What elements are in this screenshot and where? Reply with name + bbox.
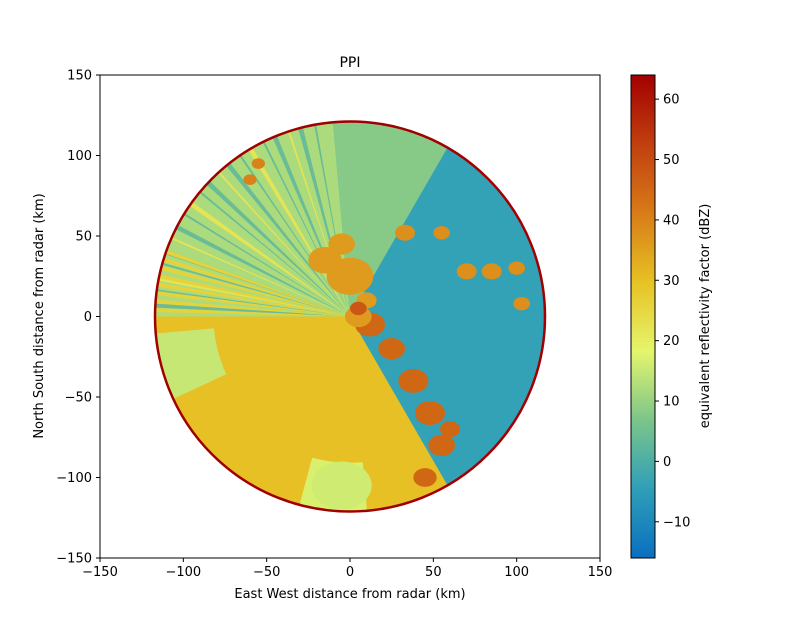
radial-streak <box>183 213 342 312</box>
isolated-cell <box>243 174 257 185</box>
y-tick-label: 50 <box>75 230 92 245</box>
colorbar-ticks: −10 0 10 20 30 40 50 60 <box>655 93 690 530</box>
isolated-cell <box>481 263 502 280</box>
convective-cell <box>428 434 455 456</box>
x-tick-label: 100 <box>504 565 529 580</box>
convective-cell <box>415 401 445 426</box>
radial-streak <box>189 201 343 311</box>
near-radar-echo <box>328 233 355 255</box>
near-radar-echo <box>308 246 342 274</box>
radial-streak <box>155 307 350 317</box>
colorbar-tick-label: 60 <box>663 93 680 108</box>
colorbar-tick-label: 40 <box>663 213 680 228</box>
isolated-cell <box>251 158 265 169</box>
y-axis-ticks: −150 −100 −50 0 50 100 150 <box>56 69 100 567</box>
radial-streak <box>226 162 344 309</box>
radial-streak <box>156 289 341 316</box>
isolated-cell <box>508 261 525 275</box>
isolated-cell <box>513 296 531 311</box>
x-tick-label: −50 <box>253 565 280 580</box>
convective-cell <box>398 368 429 393</box>
isolated-cell <box>395 224 415 241</box>
radial-streak <box>158 274 350 317</box>
radial-streak <box>162 257 350 317</box>
radar-sweep <box>155 121 545 512</box>
x-tick-label: −100 <box>165 565 201 580</box>
y-tick-label: 0 <box>84 310 92 325</box>
radial-streak <box>206 181 343 310</box>
radial-streak <box>171 237 342 313</box>
y-tick-label: 100 <box>67 149 92 164</box>
colorbar-tick-label: −10 <box>663 515 690 530</box>
x-tick-label: −150 <box>82 565 118 580</box>
colorbar-tick-label: 20 <box>663 334 680 349</box>
y-axis-label: North South distance from radar (km) <box>32 193 47 438</box>
radial-streak <box>160 266 350 317</box>
x-tick-label: 50 <box>425 565 442 580</box>
colorbar-label: equivalent reflectivity factor (dBZ) <box>698 204 713 429</box>
radial-streak <box>165 249 350 317</box>
isolated-cell <box>433 226 450 240</box>
radial-streak <box>155 299 350 317</box>
isolated-cell <box>456 263 477 280</box>
colorbar-tick-label: 50 <box>663 153 680 168</box>
colorbar: −10 0 10 20 30 40 50 60 equivalent reflectivity… <box>630 74 713 559</box>
max-range-ring <box>153 120 547 513</box>
chart-title: PPI <box>339 55 360 71</box>
convective-cell <box>440 421 460 438</box>
radial-streak <box>156 291 350 317</box>
radial-streak <box>199 191 343 311</box>
plot-area: −150 −100 −50 0 50 100 150 −150 −100 −50 0 50 100 15… <box>56 69 612 581</box>
x-axis-ticks: −150 −100 −50 0 50 100 150 <box>82 558 612 580</box>
radial-streak <box>162 262 341 314</box>
x-tick-label: 0 <box>346 565 354 580</box>
clutter-echo <box>350 301 367 316</box>
radial-streak <box>157 282 350 317</box>
southeast-clear-air <box>350 316 545 486</box>
convective-cell <box>413 468 437 487</box>
y-tick-label: 150 <box>67 69 92 84</box>
radial-streak <box>218 171 344 310</box>
convective-cell <box>378 338 405 360</box>
x-axis-label: East West distance from radar (km) <box>234 587 465 602</box>
colorbar-tick-label: 30 <box>663 274 680 289</box>
radial-streak <box>175 224 342 313</box>
south-light-echo <box>311 461 372 510</box>
y-tick-label: −100 <box>56 471 92 486</box>
y-tick-label: −150 <box>56 552 92 567</box>
colorbar-tick-label: 0 <box>663 455 671 470</box>
x-tick-label: 150 <box>588 565 613 580</box>
colorbar-gradient <box>630 74 656 559</box>
y-tick-label: −50 <box>65 391 92 406</box>
southwest-edge-echo <box>155 328 227 399</box>
colorbar-tick-label: 10 <box>663 395 680 410</box>
